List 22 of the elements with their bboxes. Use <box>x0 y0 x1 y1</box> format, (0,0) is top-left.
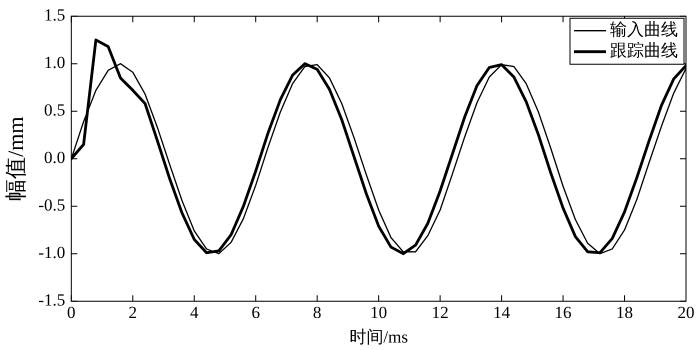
x-tick-label: 16 <box>554 302 572 322</box>
x-tick-label: 20 <box>678 302 694 322</box>
y-tick-label: -0.5 <box>38 196 66 215</box>
x-tick-label: 14 <box>493 302 511 322</box>
x-tick-label: 2 <box>128 302 138 322</box>
x-axis-title: 时间/ms <box>349 327 408 346</box>
x-tick-label: 4 <box>190 302 199 322</box>
legend-label: 输入曲线 <box>610 20 678 40</box>
x-tick-label: 6 <box>251 302 260 322</box>
x-tick-label: 18 <box>616 302 634 322</box>
x-tick-label: 8 <box>312 302 322 322</box>
y-tick-label: -1.0 <box>38 243 66 262</box>
y-tick-label: -1.5 <box>38 290 66 310</box>
x-tick-label: 0 <box>67 302 76 322</box>
y-tick-label: 0.5 <box>44 100 66 120</box>
y-tick-label: 0.0 <box>44 148 66 168</box>
x-tick-label: 10 <box>370 302 388 322</box>
legend-label: 跟踪曲线 <box>610 41 678 60</box>
x-tick-label: 12 <box>432 302 449 322</box>
y-axis-title: 幅值/mm <box>2 116 28 201</box>
y-tick-label: 1.5 <box>44 6 66 25</box>
y-tick-label: 1.0 <box>44 53 66 72</box>
